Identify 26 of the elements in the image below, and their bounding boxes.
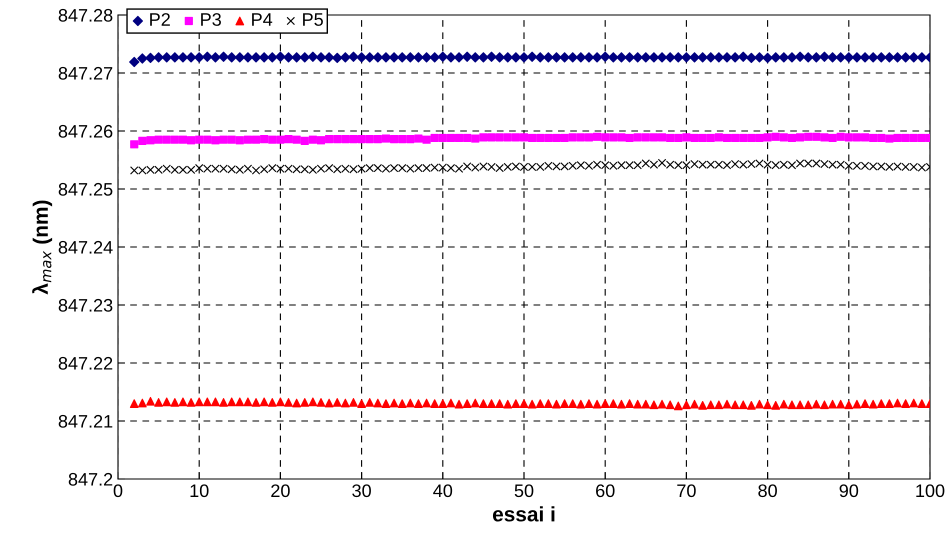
- x-tick-label: 0: [114, 484, 122, 498]
- y-tick-label: 847.22: [58, 356, 112, 370]
- y-tick-label: 847.23: [58, 298, 112, 312]
- y-tick-label: 847.2: [68, 472, 112, 486]
- x-tick-label: 10: [190, 484, 209, 498]
- x-tick-label: 100: [916, 484, 944, 498]
- x-axis-title: essai i: [492, 506, 554, 522]
- y-tick-label: 847.24: [58, 240, 113, 254]
- y-tick-label: 847.26: [58, 124, 112, 138]
- x-tick-label: 90: [840, 484, 858, 498]
- x-tick-label: 80: [758, 484, 777, 498]
- legend-label: P2: [150, 13, 170, 26]
- y-axis-title: λ$_{max}$ (nm): [32, 200, 52, 295]
- y-tick-label: 847.21: [58, 414, 112, 428]
- x-tick-label: 60: [596, 484, 615, 498]
- legend-label: P5: [303, 13, 323, 26]
- x-tick-label: 40: [433, 484, 452, 498]
- y-tick-label: 847.28: [58, 8, 112, 22]
- x-tick-label: 50: [514, 484, 534, 498]
- legend-label: P3: [201, 13, 221, 26]
- legend-label: P4: [252, 13, 272, 26]
- x-tick-label: 30: [352, 484, 371, 498]
- x-tick-label: 20: [271, 484, 290, 498]
- y-tick-label: 847.27: [58, 66, 112, 80]
- x-tick-label: 70: [677, 484, 696, 498]
- y-tick-label: 847.25: [58, 182, 112, 196]
